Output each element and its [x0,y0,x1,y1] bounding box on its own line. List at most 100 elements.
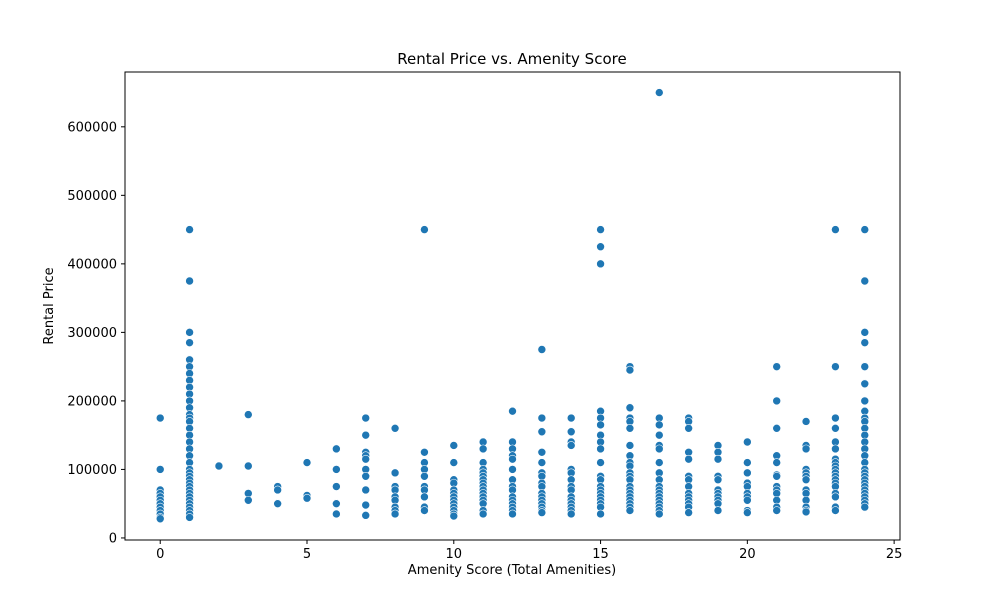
data-point [361,471,371,481]
data-point [801,417,811,426]
data-point [302,493,312,503]
data-point [772,424,782,433]
data-point [831,225,840,234]
x-axis-label: Amenity Score (Total Amenities) [408,563,616,578]
data-point [185,328,194,337]
data-point [449,441,459,450]
data-point [772,362,782,371]
data-point [654,458,664,467]
x-tick-label: 0 [156,547,164,562]
data-point [185,276,194,286]
data-point [478,509,488,519]
data-point [684,454,693,464]
data-point [772,471,782,481]
data-point [772,458,782,467]
data-point [772,396,782,406]
data-point [508,454,517,464]
data-point [361,430,371,440]
data-point [801,507,811,517]
data-point [390,509,400,519]
data-point [332,482,341,491]
data-point [625,441,635,450]
data-point [566,427,576,437]
data-point [420,471,429,481]
data-point [332,465,341,474]
x-tick-label: 25 [886,547,903,562]
data-point [537,427,547,437]
data-point [390,468,400,478]
x-tick-label: 15 [592,547,609,562]
data-point [537,508,547,517]
data-point [273,485,282,495]
data-point [155,514,165,524]
data-point [596,444,605,454]
data-point [361,511,371,520]
data-point [596,242,605,252]
data-point [596,509,605,519]
data-point [713,506,723,515]
data-point [155,465,165,474]
data-point [860,379,870,389]
y-tick-label: 300000 [67,326,117,341]
data-point [361,413,371,423]
y-tick-label: 200000 [67,394,117,409]
data-point [743,508,752,517]
data-point [478,444,488,454]
data-point [625,403,635,413]
data-point [684,424,693,433]
data-point [860,396,870,406]
data-point [508,465,517,474]
data-point [390,424,400,433]
data-point [185,338,194,347]
data-point [654,420,664,430]
data-point [596,225,605,234]
data-point [566,509,576,519]
data-point [302,458,312,467]
y-tick-label: 100000 [67,463,117,478]
data-point [860,502,870,512]
data-point [860,362,870,371]
data-point [831,362,840,371]
data-point [420,506,429,515]
y-axis-label: Rental Price [42,267,57,344]
y-tick-label: 400000 [67,257,117,272]
y-tick-label: 0 [109,531,117,546]
data-point [214,461,224,471]
data-point [684,508,693,517]
data-point [743,495,752,505]
data-point [185,513,194,522]
data-point [713,454,723,464]
data-point [654,430,664,440]
data-point [361,454,371,464]
y-axis: 0 100000 200000 300000 400000 500000 600000 [67,120,125,546]
data-point [537,413,547,423]
data-point [537,345,547,354]
data-point [596,458,605,467]
chart-title: Rental Price vs. Amenity Score [397,50,626,68]
data-point [654,444,664,454]
data-point [831,424,840,433]
data-point [332,444,341,454]
data-point [566,413,576,423]
data-point [831,444,840,454]
data-point [743,437,752,447]
data-point [508,509,517,519]
data-point [537,447,547,457]
data-point [449,458,459,467]
x-tick-label: 5 [303,547,311,562]
data-point [361,500,371,510]
data-point [654,509,664,519]
data-point [801,475,811,485]
data-point [244,495,253,505]
data-point [449,511,459,521]
data-point [654,88,664,97]
data-point [625,365,635,375]
data-point [831,506,840,515]
data-point [596,259,605,269]
data-point [625,424,635,433]
data-point [566,441,576,450]
data-points [155,88,870,524]
data-point [244,461,253,471]
x-axis: 0 5 10 15 20 25 [156,540,902,562]
